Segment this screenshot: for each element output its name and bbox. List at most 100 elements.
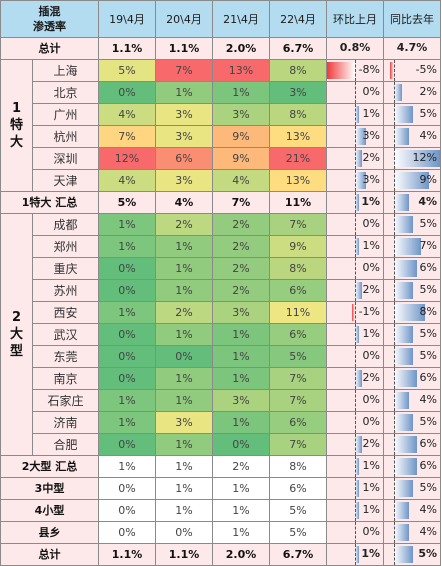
value-cell: 1% xyxy=(155,455,213,478)
yoy-cell: 4.7% xyxy=(383,37,441,60)
value-cell: 7% xyxy=(269,433,327,456)
yoy-bar xyxy=(394,282,414,299)
yoy-value: 4% xyxy=(419,525,437,538)
mom-cell: 2% xyxy=(326,279,384,302)
mom-value: 2% xyxy=(362,283,380,296)
yoy-value: 6% xyxy=(419,437,437,450)
yoy-value: 5% xyxy=(419,327,437,340)
zero-axis xyxy=(394,478,396,499)
value-cell: 0% xyxy=(98,499,156,522)
mom-cell: 1% xyxy=(326,103,384,126)
yoy-value: 12% xyxy=(412,151,437,164)
value-cell: 1% xyxy=(98,411,156,434)
mom-cell: 3% xyxy=(326,125,384,148)
value-cell: 5% xyxy=(98,191,156,214)
zero-axis xyxy=(394,390,396,411)
row-label: 成都 xyxy=(32,213,99,236)
zero-axis xyxy=(355,500,356,521)
value-cell: 4% xyxy=(212,169,270,192)
summary-row: 3中型 0% 1% 1% 6% 1% 5% xyxy=(0,477,441,500)
mom-cell: 0% xyxy=(326,213,384,236)
row-label: 南京 xyxy=(32,367,99,390)
yoy-cell: 4% xyxy=(383,499,441,522)
row-label: 3中型 xyxy=(0,477,99,500)
value-cell: 5% xyxy=(269,499,327,522)
zero-axis xyxy=(355,368,356,389)
value-cell: 0% xyxy=(155,345,213,368)
column-header: 21\4月 xyxy=(212,0,270,38)
mom-cell: 2% xyxy=(326,367,384,390)
summary-row: 总计 1.1% 1.1% 2.0% 6.7% 0.8% 4.7% xyxy=(0,37,441,60)
zero-axis xyxy=(355,192,356,213)
mom-cell: 1% xyxy=(326,455,384,478)
zero-axis xyxy=(394,214,396,235)
mom-value: -8% xyxy=(358,63,380,76)
yoy-value: 8% xyxy=(419,305,437,318)
value-cell: 6% xyxy=(269,477,327,500)
value-cell: 1% xyxy=(212,345,270,368)
yoy-value: 5% xyxy=(419,481,437,494)
zero-axis xyxy=(394,522,396,543)
value-cell: 2% xyxy=(212,213,270,236)
value-cell: 7% xyxy=(212,191,270,214)
zero-axis xyxy=(355,170,356,191)
row-label: 重庆 xyxy=(32,257,99,280)
mom-value: 0% xyxy=(362,525,380,538)
mom-value: 2% xyxy=(362,437,380,450)
zero-axis xyxy=(355,456,356,477)
value-cell: 0% xyxy=(98,345,156,368)
row-label: 县乡 xyxy=(0,521,99,544)
mom-bar xyxy=(355,128,366,145)
yoy-cell: 6% xyxy=(383,433,441,456)
mom-bar xyxy=(355,326,359,343)
zero-axis xyxy=(394,60,396,81)
zero-axis xyxy=(355,412,356,433)
zero-axis xyxy=(394,456,396,477)
value-cell: 3% xyxy=(212,389,270,412)
value-cell: 5% xyxy=(269,345,327,368)
mom-cell: 3% xyxy=(326,169,384,192)
mom-value: 1% xyxy=(362,459,380,472)
mom-value: 1% xyxy=(362,327,380,340)
yoy-cell: 6% xyxy=(383,367,441,390)
row-label: 石家庄 xyxy=(32,389,99,412)
yoy-cell: 2% xyxy=(383,81,441,104)
zero-axis xyxy=(394,258,396,279)
yoy-value: 6% xyxy=(419,261,437,274)
value-cell: 1% xyxy=(155,433,213,456)
mom-value: -1% xyxy=(358,305,380,318)
yoy-bar xyxy=(394,480,414,497)
value-cell: 4% xyxy=(155,191,213,214)
value-cell: 1% xyxy=(155,235,213,258)
value-cell: 8% xyxy=(269,59,327,82)
value-cell: 1% xyxy=(212,323,270,346)
value-cell: 2% xyxy=(212,257,270,280)
yoy-bar xyxy=(394,414,414,431)
yoy-cell: 8% xyxy=(383,301,441,324)
mom-bar xyxy=(355,458,359,475)
row-label: 4小型 xyxy=(0,499,99,522)
value-cell: 1% xyxy=(155,257,213,280)
yoy-cell: 5% xyxy=(383,411,441,434)
column-header: 19\4月 xyxy=(98,0,156,38)
yoy-value: 2% xyxy=(419,85,437,98)
mom-bar xyxy=(355,436,362,453)
table-row: 石家庄 1% 1% 3% 7% 0% 4% xyxy=(1,389,441,412)
yoy-value: 5% xyxy=(419,283,437,296)
table-row: 合肥 0% 1% 0% 7% 2% 6% xyxy=(1,433,441,456)
table-row: 深圳 12% 6% 9% 21% 2% 12% xyxy=(1,147,441,170)
mom-value: 1% xyxy=(361,547,380,560)
value-cell: 9% xyxy=(269,235,327,258)
value-cell: 1% xyxy=(212,499,270,522)
zero-axis xyxy=(355,214,356,235)
row-label: 上海 xyxy=(32,59,99,82)
value-cell: 5% xyxy=(269,521,327,544)
yoy-cell: 5% xyxy=(383,213,441,236)
mom-value: 0% xyxy=(362,415,380,428)
row-label: 总计 xyxy=(0,37,99,60)
row-label: 广州 xyxy=(32,103,99,126)
mom-value: 3% xyxy=(362,129,380,142)
value-cell: 4% xyxy=(98,169,156,192)
yoy-value: -5% xyxy=(415,63,437,76)
zero-axis xyxy=(355,324,356,345)
